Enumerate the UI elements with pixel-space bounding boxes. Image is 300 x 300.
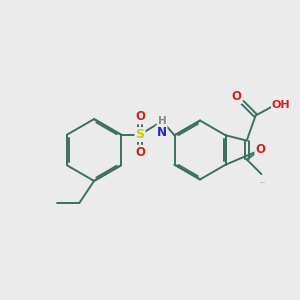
Text: OH: OH <box>272 100 290 110</box>
Text: methyl: methyl <box>260 182 266 183</box>
Text: H: H <box>158 116 167 126</box>
Text: O: O <box>135 146 145 159</box>
Text: O: O <box>255 143 265 157</box>
Text: O: O <box>135 110 145 123</box>
Text: O: O <box>231 90 242 103</box>
Text: N: N <box>157 126 166 139</box>
Text: S: S <box>136 128 145 141</box>
